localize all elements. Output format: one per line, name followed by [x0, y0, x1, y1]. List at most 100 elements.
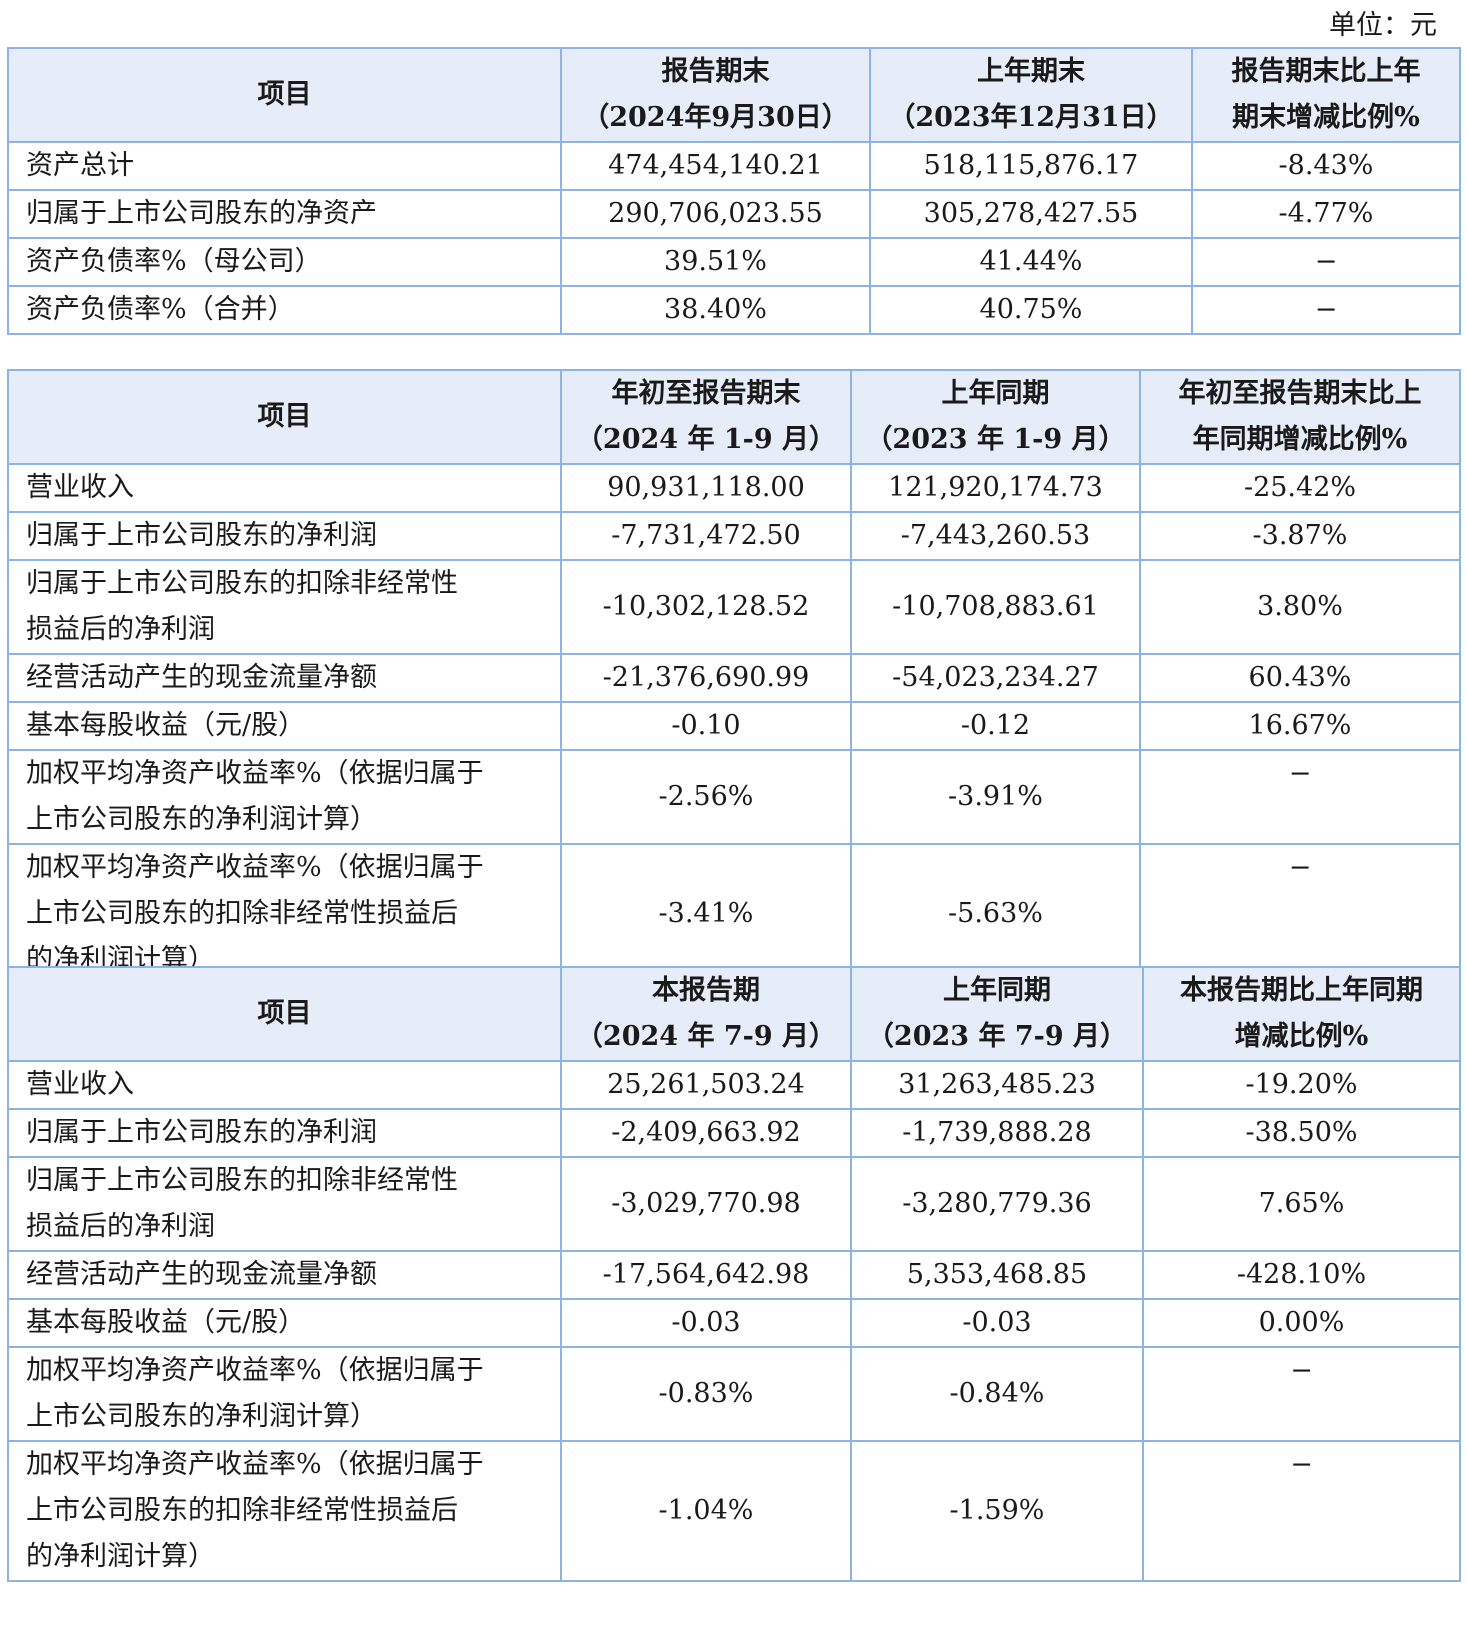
row-label: 营业收入	[7, 1060, 562, 1110]
cell-value: 90,931,118.00	[560, 463, 852, 513]
table-header-row: 项目 本报告期 （2024 年 7-9 月） 上年同期 （2023 年 7-9 月）…	[7, 966, 1461, 1062]
cell-value: -1.04%	[560, 1440, 852, 1582]
row-label: 加权平均净资产收益率%（依据归属于 上市公司股东的净利润计算）	[7, 1346, 562, 1442]
cell-value: 305,278,427.55	[869, 189, 1193, 239]
cell-value: 290,706,023.55	[560, 189, 871, 239]
row-label: 加权平均净资产收益率%（依据归属于 上市公司股东的扣除非经常性损益后 的净利润计算）	[7, 843, 562, 985]
table-row: 归属于上市公司股东的净利润 -7,731,472.50 -7,443,260.5…	[7, 511, 1461, 561]
cell-value: 5,353,468.85	[850, 1250, 1144, 1300]
cell-value: -0.84%	[850, 1346, 1144, 1442]
row-label: 加权平均净资产收益率%（依据归属于 上市公司股东的扣除非经常性损益后 的净利润计算）	[7, 1440, 562, 1582]
row-label: 加权平均净资产收益率%（依据归属于 上市公司股东的净利润计算）	[7, 749, 562, 845]
cell-change: 7.65%	[1142, 1156, 1461, 1252]
cell-change: 3.80%	[1139, 559, 1461, 655]
row-label: 营业收入	[7, 463, 562, 513]
cell-change: −	[1142, 1440, 1461, 1582]
cell-change: −	[1139, 843, 1461, 985]
row-label: 资产负债率%（母公司）	[7, 237, 562, 287]
row-label: 资产总计	[7, 141, 562, 191]
table-row: 加权平均净资产收益率%（依据归属于 上市公司股东的扣除非经常性损益后 的净利润计算）…	[7, 1440, 1461, 1582]
table-row: 归属于上市公司股东的扣除非经常性 损益后的净利润 -3,029,770.98 -3…	[7, 1156, 1461, 1252]
table-row: 经营活动产生的现金流量净额 -21,376,690.99 -54,023,234…	[7, 653, 1461, 703]
cell-change: 60.43%	[1139, 653, 1461, 703]
cell-change: −	[1139, 749, 1461, 845]
cell-value: -10,302,128.52	[560, 559, 852, 655]
cell-value: 41.44%	[869, 237, 1193, 287]
cell-value: -5.63%	[850, 843, 1141, 985]
cell-value: -1,739,888.28	[850, 1108, 1144, 1158]
table-row: 营业收入 90,931,118.00 121,920,174.73 -25.42…	[7, 463, 1461, 513]
table-row: 基本每股收益（元/股） -0.10 -0.12 16.67%	[7, 701, 1461, 751]
cell-change: −	[1191, 285, 1461, 335]
header-ytd: 年初至报告期末 （2024 年 1-9 月）	[560, 369, 852, 465]
table-row: 归属于上市公司股东的净资产 290,706,023.55 305,278,427…	[7, 189, 1461, 239]
cell-value: -0.83%	[560, 1346, 852, 1442]
cell-value: -7,443,260.53	[850, 511, 1141, 561]
cell-value: -21,376,690.99	[560, 653, 852, 703]
cell-value: -0.12	[850, 701, 1141, 751]
unit-label: 单位：元	[1329, 10, 1437, 41]
cell-value: 40.75%	[869, 285, 1193, 335]
row-label: 资产负债率%（合并）	[7, 285, 562, 335]
table-row: 资产负债率%（母公司） 39.51% 41.44% −	[7, 237, 1461, 287]
cell-value: -10,708,883.61	[850, 559, 1141, 655]
header-change-pct: 年初至报告期末比上 年同期增减比例%	[1139, 369, 1461, 465]
ytd-performance-table: 项目 年初至报告期末 （2024 年 1-9 月） 上年同期 （2023 年 1-9…	[7, 369, 1461, 985]
header-current-period: 本报告期 （2024 年 7-9 月）	[560, 966, 852, 1062]
cell-change: -428.10%	[1142, 1250, 1461, 1300]
table-row: 基本每股收益（元/股） -0.03 -0.03 0.00%	[7, 1298, 1461, 1348]
header-prior-period: 上年同期 （2023 年 1-9 月）	[850, 369, 1141, 465]
cell-change: −	[1142, 1346, 1461, 1442]
cell-value: 25,261,503.24	[560, 1060, 852, 1110]
row-label: 基本每股收益（元/股）	[7, 1298, 562, 1348]
row-label: 归属于上市公司股东的净利润	[7, 1108, 562, 1158]
cell-value: -2,409,663.92	[560, 1108, 852, 1158]
header-prior-year-end: 上年期末 （2023年12月31日）	[869, 47, 1193, 143]
cell-value: 31,263,485.23	[850, 1060, 1144, 1110]
table-row: 归属于上市公司股东的扣除非经常性 损益后的净利润 -10,302,128.52 -…	[7, 559, 1461, 655]
table-row: 加权平均净资产收益率%（依据归属于 上市公司股东的净利润计算） -2.56% -3…	[7, 749, 1461, 845]
cell-change: 0.00%	[1142, 1298, 1461, 1348]
table-header-row: 项目 报告期末 （2024年9月30日） 上年期末 （2023年12月31日） 报告…	[7, 47, 1461, 143]
cell-value: -2.56%	[560, 749, 852, 845]
cell-value: -3.41%	[560, 843, 852, 985]
row-label: 归属于上市公司股东的扣除非经常性 损益后的净利润	[7, 559, 562, 655]
table-row: 经营活动产生的现金流量净额 -17,564,642.98 5,353,468.8…	[7, 1250, 1461, 1300]
table-row: 营业收入 25,261,503.24 31,263,485.23 -19.20%	[7, 1060, 1461, 1110]
cell-change: -3.87%	[1139, 511, 1461, 561]
cell-value: 121,920,174.73	[850, 463, 1141, 513]
quarter-performance-table: 项目 本报告期 （2024 年 7-9 月） 上年同期 （2023 年 7-9 月）…	[7, 966, 1461, 1582]
table-row: 加权平均净资产收益率%（依据归属于 上市公司股东的扣除非经常性损益后 的净利润计算）…	[7, 843, 1461, 985]
header-prior-period: 上年同期 （2023 年 7-9 月）	[850, 966, 1144, 1062]
cell-value: -0.03	[560, 1298, 852, 1348]
cell-change: 16.67%	[1139, 701, 1461, 751]
table-row: 加权平均净资产收益率%（依据归属于 上市公司股东的净利润计算） -0.83% -0…	[7, 1346, 1461, 1442]
row-label: 经营活动产生的现金流量净额	[7, 653, 562, 703]
header-period-end: 报告期末 （2024年9月30日）	[560, 47, 871, 143]
cell-change: -8.43%	[1191, 141, 1461, 191]
balance-sheet-table: 项目 报告期末 （2024年9月30日） 上年期末 （2023年12月31日） 报告…	[7, 47, 1461, 335]
cell-value: 474,454,140.21	[560, 141, 871, 191]
cell-value: -17,564,642.98	[560, 1250, 852, 1300]
cell-value: -3,280,779.36	[850, 1156, 1144, 1252]
header-change-pct: 报告期末比上年 期末增减比例%	[1191, 47, 1461, 143]
cell-change: -38.50%	[1142, 1108, 1461, 1158]
row-label: 基本每股收益（元/股）	[7, 701, 562, 751]
table-row: 资产负债率%（合并） 38.40% 40.75% −	[7, 285, 1461, 335]
table-row: 资产总计 474,454,140.21 518,115,876.17 -8.43…	[7, 141, 1461, 191]
cell-value: -1.59%	[850, 1440, 1144, 1582]
row-label: 经营活动产生的现金流量净额	[7, 1250, 562, 1300]
cell-value: -3,029,770.98	[560, 1156, 852, 1252]
cell-value: 38.40%	[560, 285, 871, 335]
header-item: 项目	[7, 369, 562, 465]
row-label: 归属于上市公司股东的净利润	[7, 511, 562, 561]
cell-value: -54,023,234.27	[850, 653, 1141, 703]
cell-change: -25.42%	[1139, 463, 1461, 513]
row-label: 归属于上市公司股东的扣除非经常性 损益后的净利润	[7, 1156, 562, 1252]
cell-change: −	[1191, 237, 1461, 287]
header-change-pct: 本报告期比上年同期 增减比例%	[1142, 966, 1461, 1062]
row-label: 归属于上市公司股东的净资产	[7, 189, 562, 239]
cell-change: -4.77%	[1191, 189, 1461, 239]
cell-change: -19.20%	[1142, 1060, 1461, 1110]
cell-value: -7,731,472.50	[560, 511, 852, 561]
